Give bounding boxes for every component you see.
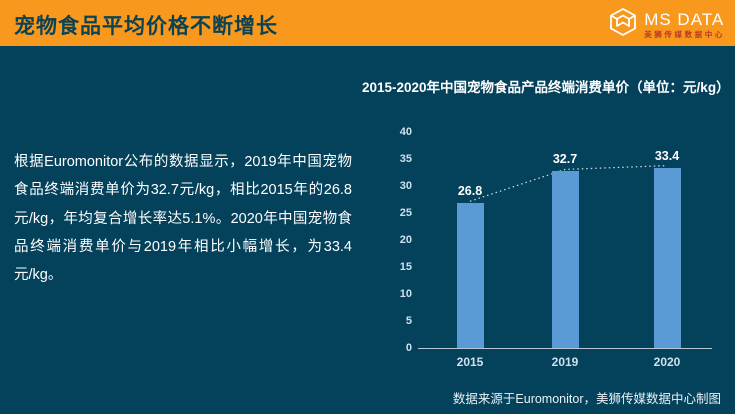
bar-value-label: 26.8 <box>457 184 483 199</box>
y-axis-tick-label: 25 <box>399 207 412 219</box>
x-axis-tick-label: 2020 <box>653 355 681 369</box>
y-axis-tick-label: 30 <box>399 180 412 192</box>
y-axis-tick-label: 20 <box>399 234 412 246</box>
bar-2019 <box>551 171 579 348</box>
logo-text-block: MS DATA 美狮传媒数据中心 <box>644 11 725 39</box>
source-note: 数据来源于Euromonitor，美狮传媒数据中心制图 <box>452 392 721 406</box>
brand-logo: MS DATA 美狮传媒数据中心 <box>607 6 725 43</box>
trend-line <box>469 165 668 202</box>
x-axis-tick-label: 2015 <box>456 355 484 369</box>
bar-chart: 0 5 10 15 20 25 30 35 40 26.8 2015 32.7 2019 33.4 2020 <box>390 120 735 380</box>
bar-value-label: 33.4 <box>654 148 680 163</box>
y-axis-tick-label: 5 <box>405 315 412 327</box>
logo-subtitle: 美狮传媒数据中心 <box>644 29 725 39</box>
header-bar: 宠物食品平均价格不断增长 MS DATA 美狮传媒数据中心 <box>0 0 735 46</box>
cube-logo-icon <box>607 6 639 43</box>
y-axis-tick-label: 35 <box>399 153 412 165</box>
y-axis-tick-label: 10 <box>399 288 412 300</box>
bar-2020 <box>653 167 681 348</box>
bar-value-label: 32.7 <box>552 152 578 167</box>
y-axis-tick-label: 15 <box>399 261 412 273</box>
page-title: 宠物食品平均价格不断增长 <box>14 15 278 38</box>
summary-paragraph: 根据Euromonitor公布的数据显示，2019年中国宠物食品终端消费单价为3… <box>14 154 352 284</box>
chart-title: 2015-2020年中国宠物食品产品终端消费单价（单位：元/kg） <box>362 80 730 95</box>
x-axis-tick-label: 2019 <box>551 355 579 369</box>
x-axis-line <box>418 348 712 349</box>
y-axis-tick-label: 0 <box>405 342 412 354</box>
logo-name: MS DATA <box>644 9 725 29</box>
bar-2015 <box>456 203 484 348</box>
y-axis-tick-label: 40 <box>399 126 412 138</box>
